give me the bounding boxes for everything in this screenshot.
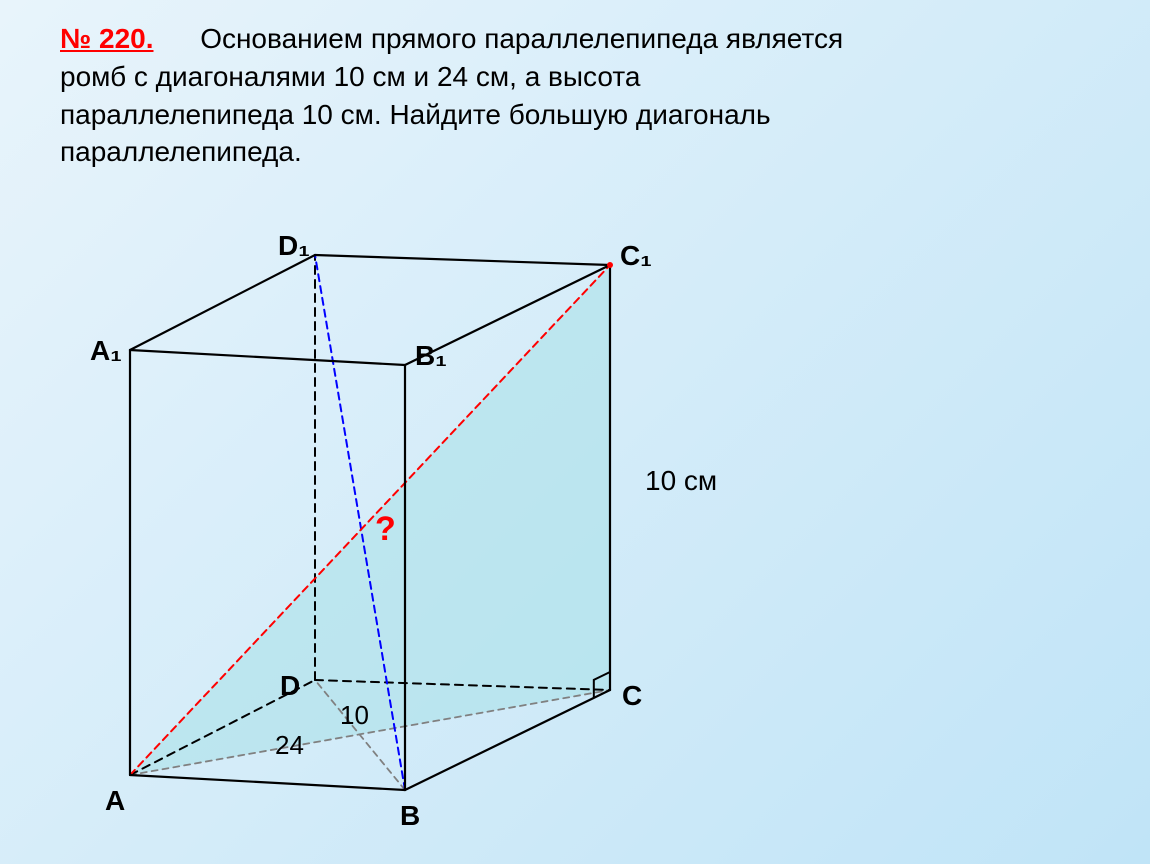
question-mark: ? [375,510,396,549]
vertex-label-B: B [400,800,420,832]
parallelepiped-svg [50,210,770,830]
vertex-label-B1: B₁ [415,340,447,372]
vertex-label-C1: C₁ [620,240,652,272]
vertex-label-A: A [105,785,125,817]
problem-line-2: ромб с диагоналями 10 см и 24 см, а высо… [60,61,640,92]
problem-line-1: Основанием прямого параллелепипеда являе… [200,23,843,54]
vertex-label-D: D [280,670,300,702]
vertex-label-D1: D₁ [278,230,310,262]
problem-number: № 220. [60,23,154,54]
vertex-label-C: C [622,680,642,712]
diagram: A B C D A₁ B₁ C₁ D₁ 10 24 10 см ? [50,210,770,830]
vertex-label-A1: A₁ [90,335,122,367]
problem-line-3: параллелепипеда 10 см. Найдите большую д… [60,99,771,130]
base-diagonal-24-label: 24 [275,730,304,761]
base-diagonal-10-label: 10 [340,700,369,731]
problem-text: № 220. Основанием прямого параллелепипед… [60,20,960,171]
height-label: 10 см [645,465,717,497]
problem-line-4: параллелепипеда. [60,136,302,167]
